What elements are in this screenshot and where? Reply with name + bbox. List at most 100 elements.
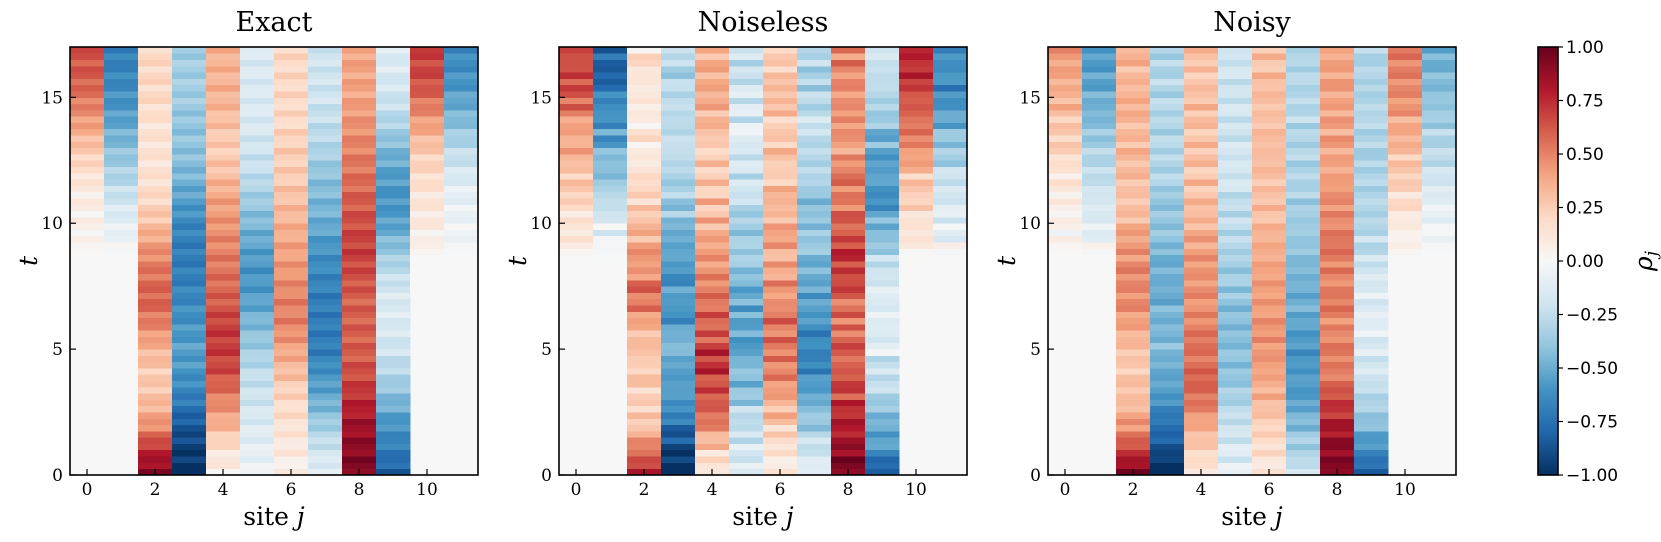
heatmap-cell — [70, 191, 105, 199]
heatmap-cell — [70, 235, 105, 243]
heatmap-cell — [1048, 279, 1083, 287]
heatmap-cell — [240, 109, 275, 117]
heatmap-cell — [729, 443, 764, 451]
heatmap-cell — [138, 185, 173, 193]
heatmap-cell — [1388, 267, 1423, 274]
heatmap-cell — [1422, 166, 1457, 174]
heatmap-cell — [342, 122, 377, 130]
heatmap-cell — [899, 235, 934, 243]
heatmap-cell — [1388, 78, 1423, 86]
heatmap-cell — [1218, 223, 1253, 230]
heatmap-cell — [308, 468, 343, 476]
heatmap-cell — [138, 229, 173, 237]
heatmap-cell — [1388, 185, 1423, 193]
heatmap-cell — [1116, 267, 1151, 274]
heatmap-cell — [763, 160, 798, 167]
heatmap-cell — [899, 204, 934, 212]
heatmap-cell — [1116, 336, 1151, 344]
heatmap-cell — [831, 103, 866, 111]
heatmap-cell — [1354, 368, 1389, 375]
heatmap-cell — [1150, 305, 1185, 312]
heatmap-cell — [729, 349, 764, 356]
heatmap-cell — [1286, 368, 1321, 375]
heatmap-cell — [729, 84, 764, 92]
heatmap-cell — [1116, 279, 1151, 287]
heatmap-cell — [70, 128, 105, 136]
heatmap-cells — [1048, 47, 1457, 476]
heatmap-cell — [1252, 141, 1287, 149]
heatmap-cell — [797, 336, 832, 344]
heatmap-cell — [1218, 424, 1253, 432]
heatmap-cell — [308, 109, 343, 117]
heatmap-cell — [797, 229, 832, 237]
heatmap-cell — [627, 172, 662, 180]
heatmap-cell — [1422, 229, 1457, 237]
heatmap-cell — [444, 103, 479, 111]
heatmap-cell — [206, 235, 241, 243]
heatmap-cell — [661, 172, 696, 180]
heatmap-cell — [444, 198, 479, 205]
heatmap-cell — [559, 172, 594, 180]
heatmap-cell — [797, 374, 832, 381]
heatmap-cell — [661, 380, 696, 388]
heatmap-cell — [1286, 154, 1321, 161]
heatmap-cell — [1150, 368, 1185, 375]
heatmap-cell — [593, 210, 628, 218]
colorbar-label: ρj — [1629, 250, 1661, 272]
heatmap-cell — [627, 298, 662, 306]
heatmap-cell — [1320, 84, 1355, 92]
heatmap-cell — [1320, 261, 1355, 268]
heatmap-cell — [376, 355, 411, 363]
heatmap-cell — [274, 135, 309, 142]
heatmap-cell — [865, 374, 900, 381]
colorbar-tick-label: −1.00 — [1566, 466, 1618, 486]
heatmap-cell — [1252, 65, 1287, 73]
heatmap-cell — [1218, 147, 1253, 155]
heatmap-cell — [1048, 191, 1083, 199]
heatmap-cell — [729, 59, 764, 67]
heatmap-cell — [1320, 72, 1355, 79]
heatmap-cell — [342, 292, 377, 300]
heatmap-cell — [70, 179, 105, 186]
heatmap-cell — [933, 103, 968, 111]
heatmap-cell — [661, 242, 696, 249]
heatmap-cell — [729, 305, 764, 312]
heatmap-cell — [138, 135, 173, 142]
heatmap-cell — [661, 254, 696, 262]
heatmap-cell — [240, 323, 275, 331]
heatmap-cell — [661, 210, 696, 218]
heatmap-cell — [559, 78, 594, 86]
heatmap-cell — [1184, 210, 1219, 218]
heatmap-cell — [376, 242, 411, 249]
heatmap-cell — [1320, 286, 1355, 293]
heatmap-cell — [342, 317, 377, 325]
y-tick-label: 15 — [1019, 88, 1041, 108]
heatmap-cell — [1150, 47, 1185, 54]
heatmap-cell — [729, 437, 764, 444]
heatmap-cell — [342, 330, 377, 337]
heatmap-cell — [831, 229, 866, 237]
heatmap-cell — [627, 342, 662, 350]
heatmap-cell — [138, 172, 173, 180]
heatmap-cell — [172, 78, 207, 86]
heatmap-cell — [661, 412, 696, 419]
x-tick-label: 0 — [571, 480, 582, 500]
heatmap-cell — [1150, 443, 1185, 451]
heatmap-cell — [695, 116, 730, 123]
heatmap-cell — [559, 59, 594, 67]
heatmap-cell — [865, 273, 900, 281]
heatmap-cell — [172, 393, 207, 400]
heatmap-cell — [1320, 412, 1355, 419]
heatmap-cell — [729, 128, 764, 136]
heatmap-cell — [240, 91, 275, 98]
heatmap-cell — [1388, 248, 1423, 256]
heatmap-cell — [1252, 311, 1287, 319]
heatmap-cell — [627, 430, 662, 438]
heatmap-cell — [410, 141, 445, 149]
heatmap-cell — [410, 185, 445, 193]
heatmap-cell — [763, 412, 798, 419]
heatmap-cell — [1320, 355, 1355, 363]
heatmap-cell — [274, 368, 309, 375]
heatmap-cell — [104, 154, 139, 161]
heatmap-cell — [240, 185, 275, 193]
